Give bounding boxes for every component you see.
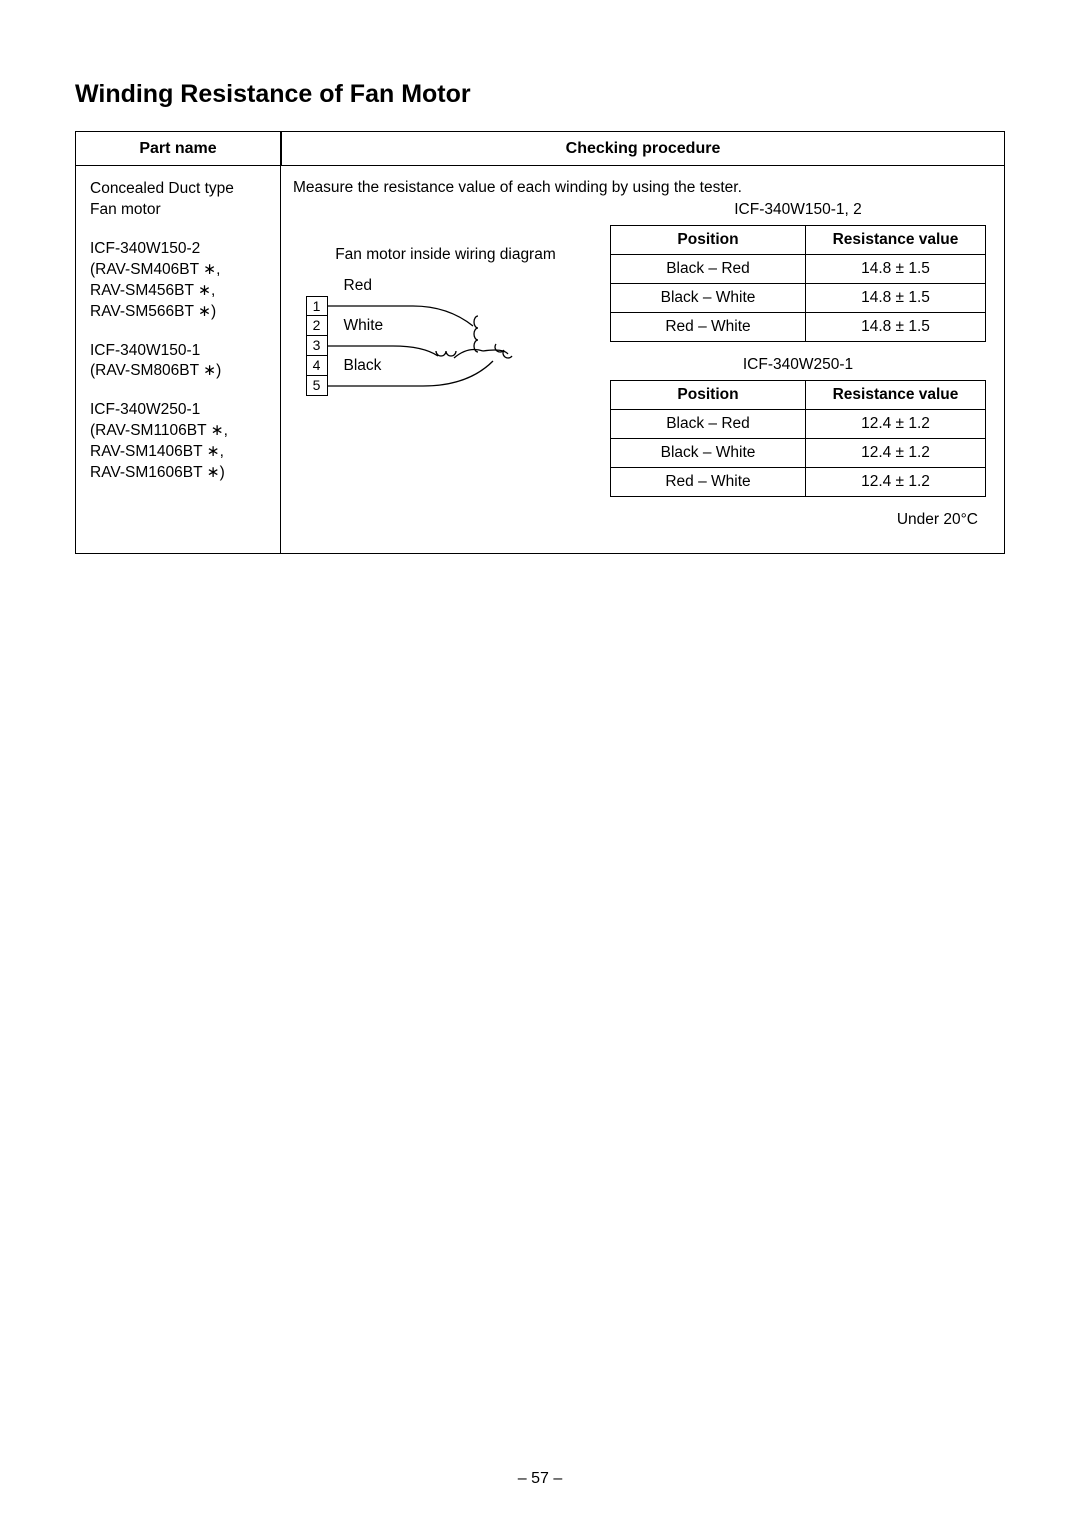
table-row: Position Resistance value [611,381,986,410]
model-applies: (RAV-SM806BT ∗) [90,361,268,382]
col-header-position: Position [611,381,806,410]
table1-title: ICF-340W150-1, 2 [610,201,986,219]
col-header-value: Resistance value [806,226,986,255]
page-title: Winding Resistance of Fan Motor [75,80,1005,109]
model-group-3: ICF-340W250-1 (RAV-SM1106BT ∗, RAV-SM140… [90,400,268,484]
position-cell: Black – White [611,439,806,468]
part-name-cell: Concealed Duct type Fan motor ICF-340W15… [76,166,281,553]
model-group-2: ICF-340W150-1 (RAV-SM806BT ∗) [90,341,268,383]
position-cell: Black – Red [611,410,806,439]
position-cell: Black – White [611,284,806,313]
resistance-table-2: Position Resistance value Black – Red 12… [610,380,986,497]
pin-4: 4 [306,356,328,376]
table2-title: ICF-340W250-1 [610,356,986,374]
value-cell: 12.4 ± 1.2 [806,439,986,468]
model-id: ICF-340W250-1 [90,400,268,421]
value-cell: 12.4 ± 1.2 [806,468,986,497]
table-row: Position Resistance value [611,226,986,255]
model-group-1: ICF-340W150-2 (RAV-SM406BT ∗, RAV-SM456B… [90,239,268,323]
pin-1: 1 [306,296,328,316]
col-header-partname: Part name [76,132,281,166]
part-type-line2: Fan motor [90,200,268,221]
table-row: Black – White 14.8 ± 1.5 [611,284,986,313]
diagram-caption: Fan motor inside wiring diagram [293,246,598,264]
main-table: Part name Checking procedure Concealed D… [75,131,1005,554]
table-row: Black – White 12.4 ± 1.2 [611,439,986,468]
wiring-diagram-block: Fan motor inside wiring diagram 1 2 3 4 … [293,201,598,529]
col-header-position: Position [611,226,806,255]
measure-instruction: Measure the resistance value of each win… [293,179,986,197]
motor-coil-icon [328,296,586,401]
temperature-note: Under 20°C [610,511,986,529]
resistance-table-1: Position Resistance value Black – Red 14… [610,225,986,342]
model-applies: (RAV-SM406BT ∗, RAV-SM456BT ∗, RAV-SM566… [90,260,268,323]
model-id: ICF-340W150-2 [90,239,268,260]
position-cell: Red – White [611,468,806,497]
pin-5: 5 [306,376,328,396]
table-row: Black – Red 12.4 ± 1.2 [611,410,986,439]
part-type-line1: Concealed Duct type [90,179,268,200]
col-header-value: Resistance value [806,381,986,410]
table-header-row: Part name Checking procedure [76,132,1004,166]
pin-3: 3 [306,336,328,356]
value-cell: 14.8 ± 1.5 [806,313,986,342]
position-cell: Black – Red [611,255,806,284]
value-cell: 14.8 ± 1.5 [806,284,986,313]
procedure-cell: Measure the resistance value of each win… [281,166,1004,553]
page-number: – 57 – [0,1470,1080,1488]
pin-2: 2 [306,316,328,336]
wire-label-red: Red [344,276,384,296]
resistance-tables: ICF-340W150-1, 2 Position Resistance val… [598,201,986,529]
table-row: Red – White 12.4 ± 1.2 [611,468,986,497]
value-cell: 12.4 ± 1.2 [806,410,986,439]
position-cell: Red – White [611,313,806,342]
model-applies: (RAV-SM1106BT ∗, RAV-SM1406BT ∗, RAV-SM1… [90,421,268,484]
model-id: ICF-340W150-1 [90,341,268,362]
table-row: Black – Red 14.8 ± 1.5 [611,255,986,284]
col-header-procedure: Checking procedure [281,132,1004,166]
pin-connector: 1 2 3 4 5 [306,296,328,396]
value-cell: 14.8 ± 1.5 [806,255,986,284]
wiring-diagram: 1 2 3 4 5 Red White Blac [306,276,586,406]
table-row: Red – White 14.8 ± 1.5 [611,313,986,342]
